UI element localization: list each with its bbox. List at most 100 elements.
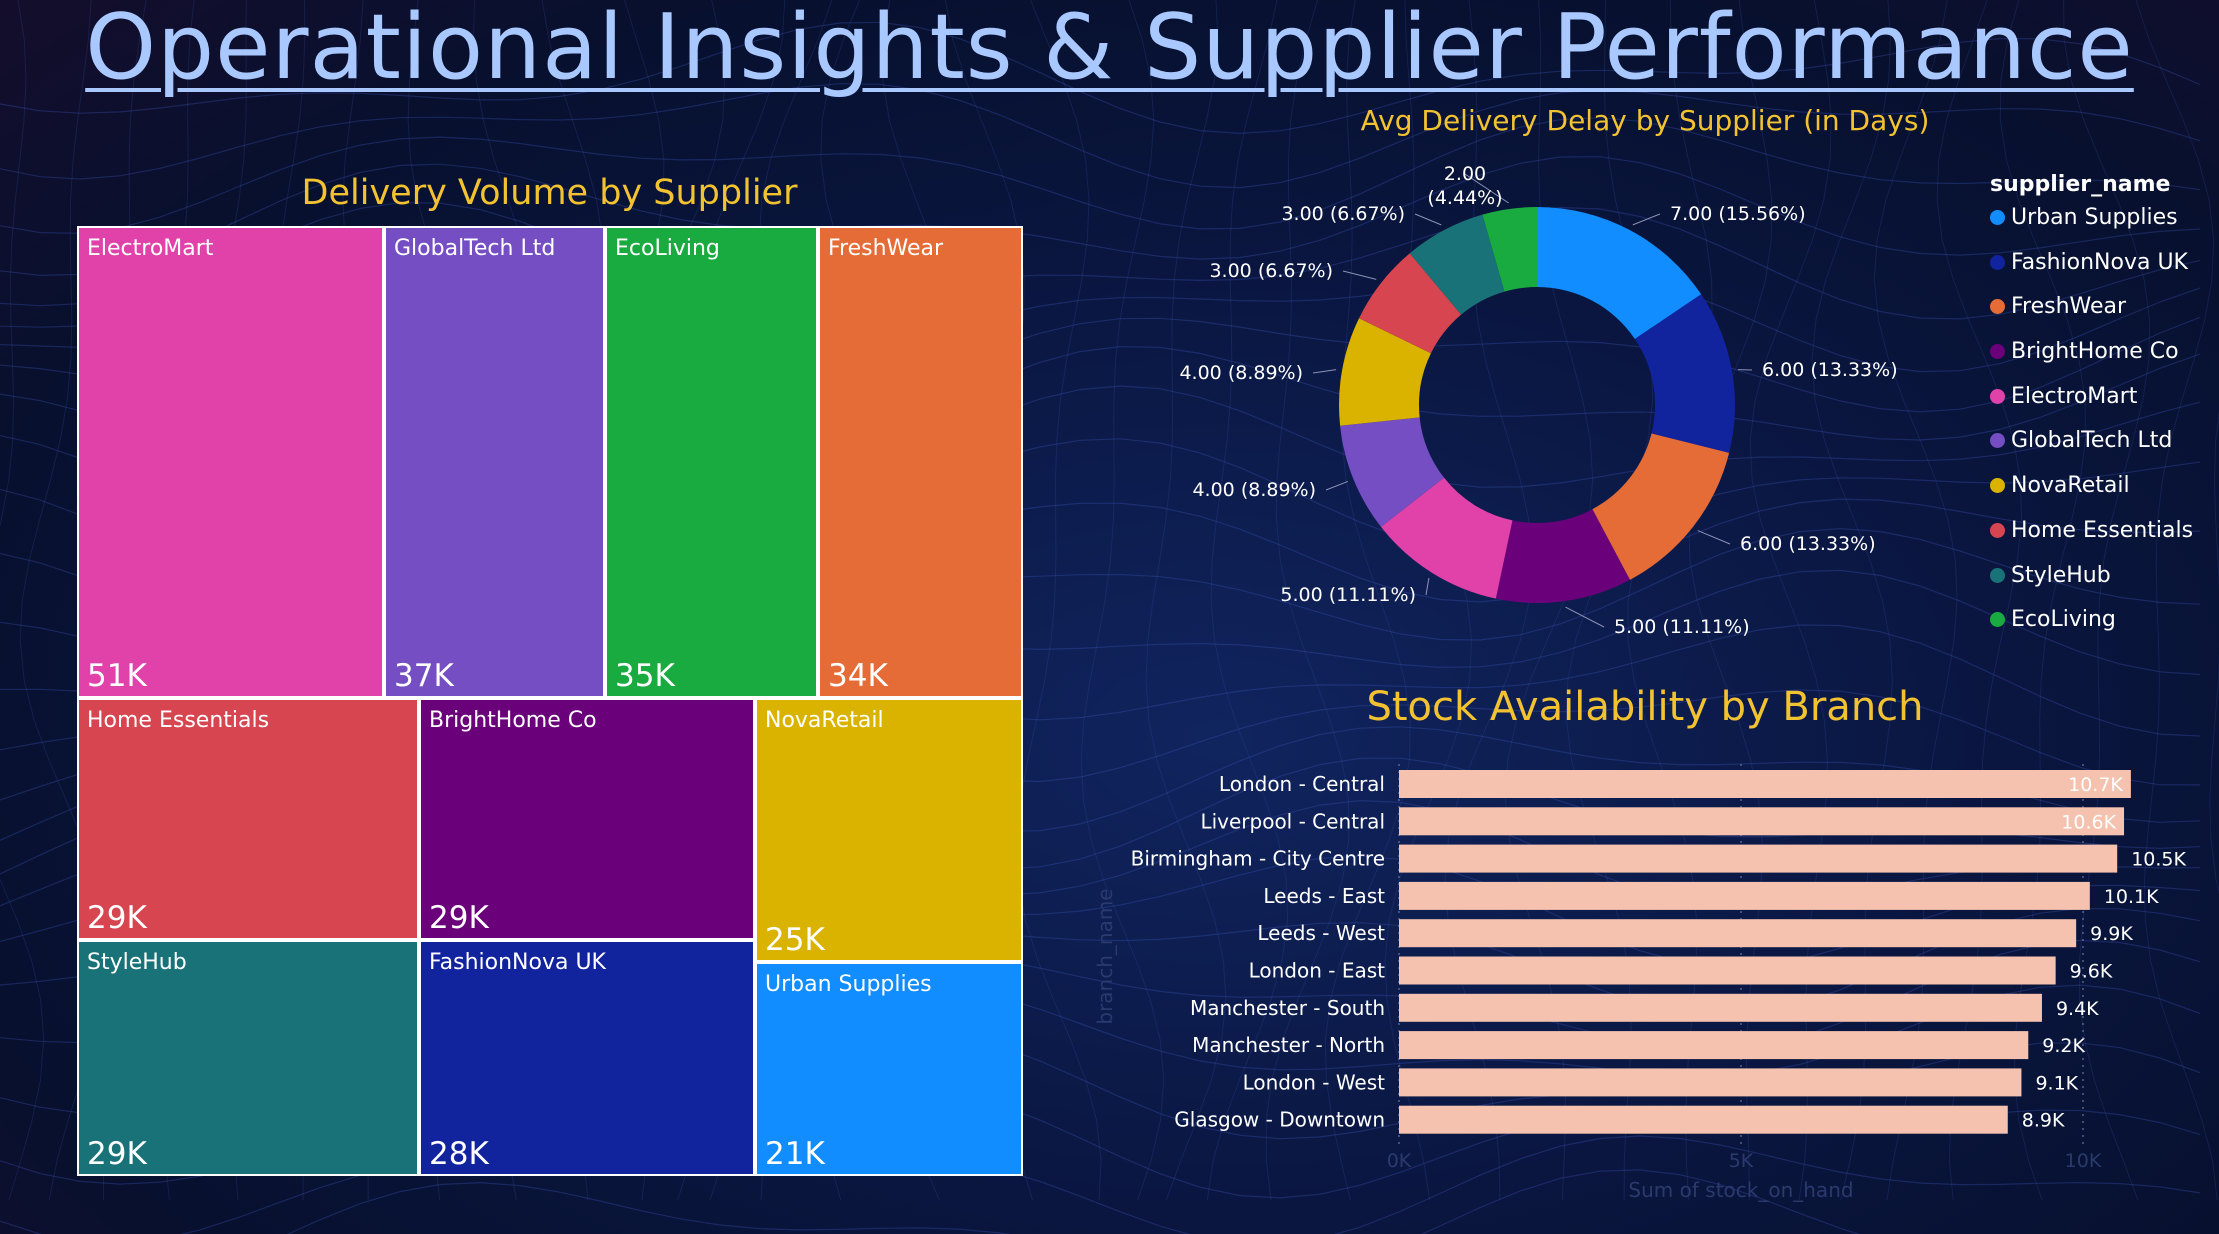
bar[interactable] — [1399, 881, 2090, 910]
treemap-tile-value: 28K — [429, 1136, 489, 1172]
legend-item[interactable]: NovaRetail — [1990, 473, 2219, 518]
treemap-tile[interactable]: NovaRetail 25K — [755, 698, 1023, 962]
bar-title: Stock Availability by Branch — [1366, 684, 1924, 730]
treemap-tile-name: EcoLiving — [615, 236, 720, 261]
legend-label: GlobalTech Ltd — [2011, 428, 2173, 454]
bar-category-label: Leeds - West — [1257, 921, 1385, 945]
legend-label: FreshWear — [2011, 294, 2127, 320]
donut-slice[interactable] — [1409, 214, 1505, 315]
bar-category-label: London - Central — [1219, 772, 1385, 796]
legend-dot-icon — [1990, 433, 2005, 449]
bar[interactable] — [1399, 770, 2131, 798]
legend-item[interactable]: Urban Supplies — [1990, 205, 2219, 250]
donut-leader-line — [1325, 480, 1349, 491]
donut-leader-line — [1632, 213, 1661, 226]
treemap-tile[interactable]: Home Essentials 29K — [77, 698, 419, 940]
bar[interactable] — [1399, 844, 2118, 873]
bar-data-label: 10.7K — [2068, 774, 2123, 796]
legend-label: NovaRetail — [2011, 473, 2130, 499]
bar-category-label: Leeds - East — [1263, 884, 1385, 908]
bar[interactable] — [1399, 956, 2056, 985]
legend-label: EcoLiving — [2011, 607, 2116, 633]
donut-slice[interactable] — [1339, 318, 1431, 426]
donut-leader-line — [1697, 530, 1731, 545]
donut-data-label: 5.00 (11.11%) — [1280, 584, 1416, 606]
treemap-tile-value: 51K — [87, 658, 147, 694]
bar-x-tick-label: 5K — [1729, 1150, 1754, 1172]
treemap-tile-value: 21K — [765, 1136, 825, 1172]
bar-category-label: Birmingham - City Centre — [1131, 847, 1385, 871]
legend-item[interactable]: FreshWear — [1990, 294, 2219, 339]
treemap-tile-name: ElectroMart — [87, 236, 214, 261]
treemap-tile-value: 25K — [765, 922, 825, 958]
legend-item[interactable]: StyleHub — [1990, 563, 2219, 608]
donut-slice[interactable] — [1359, 253, 1462, 354]
treemap-tile-name: Home Essentials — [87, 708, 270, 733]
legend-label: BrightHome Co — [2011, 339, 2179, 365]
bar-data-label: 10.6K — [2061, 811, 2116, 833]
legend-label: Urban Supplies — [2011, 205, 2178, 230]
bar[interactable] — [1399, 1105, 2008, 1134]
legend-dot-icon — [1990, 388, 2005, 404]
treemap-tile-name: FreshWear — [828, 236, 944, 261]
treemap-tile[interactable]: StyleHub 29K — [77, 940, 419, 1176]
bar[interactable] — [1399, 919, 2077, 948]
bar-category-label: Manchester - North — [1192, 1033, 1385, 1057]
donut-slice[interactable] — [1537, 207, 1702, 340]
donut-slice[interactable] — [1380, 477, 1513, 599]
bar-data-label: 10.5K — [2131, 849, 2186, 871]
treemap-tile-value: 29K — [87, 900, 147, 936]
donut-data-label: 2.00 (4.44%) — [1427, 163, 1502, 209]
treemap-tile-name: BrightHome Co — [429, 708, 597, 733]
bar-category-label: Liverpool - Central — [1200, 809, 1385, 833]
treemap-tile-value: 37K — [394, 658, 454, 694]
treemap-tile[interactable]: ElectroMart 51K — [77, 226, 384, 698]
bar-data-label: 9.4K — [2056, 998, 2099, 1020]
legend-item[interactable]: ElectroMart — [1990, 384, 2219, 429]
legend-item[interactable]: FashionNova UK — [1990, 250, 2219, 295]
treemap-tile[interactable]: BrightHome Co 29K — [419, 698, 755, 940]
donut-leader-line — [1565, 606, 1605, 628]
donut-data-label: 6.00 (13.33%) — [1740, 533, 1876, 555]
treemap-tile-value: 29K — [87, 1136, 147, 1172]
donut-data-label: 4.00 (8.89%) — [1179, 362, 1303, 384]
treemap-tile[interactable]: FreshWear 34K — [818, 226, 1023, 698]
treemap-tile[interactable]: FashionNova UK 28K — [419, 940, 755, 1176]
donut-chart[interactable]: 7.00 (15.56%) 6.00 (13.33%) 6.00 (13.33%) 5… — [1140, 160, 2000, 670]
donut-slice[interactable] — [1482, 207, 1537, 292]
donut-data-label: 3.00 (6.67%) — [1209, 260, 1333, 282]
donut-slice[interactable] — [1340, 417, 1445, 527]
donut-slice[interactable] — [1634, 294, 1735, 453]
treemap-tile[interactable]: GlobalTech Ltd 37K — [384, 226, 605, 698]
bar-category-label: Manchester - South — [1190, 996, 1385, 1020]
donut-slice[interactable] — [1495, 509, 1630, 603]
bar-data-label: 10.1K — [2104, 886, 2159, 908]
donut-data-label: 7.00 (15.56%) — [1670, 203, 1806, 225]
treemap-tile-name: GlobalTech Ltd — [394, 236, 556, 261]
bar[interactable] — [1399, 1068, 2022, 1097]
bar-data-label: 8.9K — [2022, 1110, 2065, 1132]
legend-label: StyleHub — [2011, 562, 2111, 588]
legend-item[interactable]: Home Essentials — [1990, 518, 2219, 563]
legend-item[interactable]: EcoLiving — [1990, 607, 2219, 652]
donut-slice[interactable] — [1592, 433, 1730, 580]
legend-dot-icon — [1990, 522, 2005, 538]
legend-item[interactable]: BrightHome Co — [1990, 339, 2219, 384]
bar[interactable] — [1399, 1031, 2029, 1060]
treemap-tile-value: 34K — [828, 658, 888, 694]
legend-title: supplier_name — [1990, 172, 2171, 197]
treemap-tile-name: FashionNova UK — [429, 950, 606, 975]
legend-label: ElectroMart — [2011, 383, 2138, 409]
legend-item[interactable]: GlobalTech Ltd — [1990, 428, 2219, 473]
treemap-tile[interactable]: Urban Supplies 21K — [755, 962, 1023, 1176]
treemap-tile[interactable]: EcoLiving 35K — [605, 226, 818, 698]
treemap-tile-name: Urban Supplies — [765, 972, 932, 997]
bar-chart[interactable]: 0K 5K 10K London - Central 10.7K Liverpool - … — [1090, 740, 2219, 1234]
treemap-tile-name: StyleHub — [87, 950, 187, 975]
bar[interactable] — [1399, 993, 2042, 1022]
treemap-chart[interactable]: ElectroMart 51K GlobalTech Ltd 37K EcoLiving… — [77, 226, 1023, 1176]
bar[interactable] — [1399, 807, 2125, 836]
donut-leader-line — [1464, 173, 1509, 204]
donut-data-label: 4.00 (8.89%) — [1192, 479, 1316, 501]
bar-x-axis-title: Sum of stock_on_hand — [1628, 1178, 1853, 1202]
